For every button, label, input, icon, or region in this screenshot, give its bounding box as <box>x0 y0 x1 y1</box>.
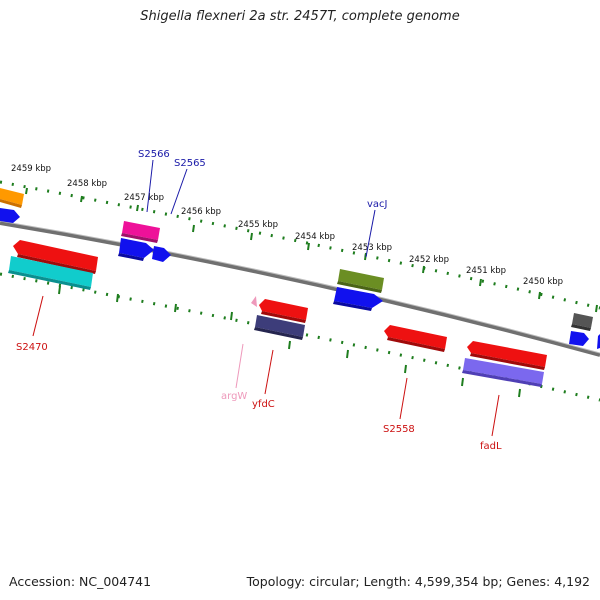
feature-s2470[interactable] <box>13 240 98 274</box>
leader-s2470 <box>32 295 44 337</box>
feature-blue-forward-2[interactable] <box>333 287 383 311</box>
feature-cyan[interactable] <box>8 256 93 290</box>
leader-s2566 <box>146 159 154 213</box>
topology-summary: Topology: circular; Length: 4,599,354 bp… <box>246 574 590 589</box>
kbp-label-2450: 2450 kbp <box>523 277 563 287</box>
feature-s2558[interactable] <box>384 325 447 352</box>
feature-s2566[interactable] <box>121 221 160 243</box>
kbp-label-2459: 2459 kbp <box>11 164 51 174</box>
gene-label-vacj[interactable]: vacJ <box>367 199 388 210</box>
gene-label-yfdc[interactable]: yfdC <box>252 399 275 410</box>
feature-fadl-red[interactable] <box>467 341 547 370</box>
feature-blue-right[interactable] <box>569 331 600 349</box>
gene-label-fadl[interactable]: fadL <box>480 441 502 452</box>
feature-yfdc[interactable] <box>259 299 308 323</box>
leader-yfdc <box>264 349 274 395</box>
kbp-label-2456: 2456 kbp <box>181 207 221 217</box>
feature-navy[interactable] <box>254 315 305 340</box>
outer-tick-ring <box>0 180 600 310</box>
outer-major-ticks <box>25 187 598 313</box>
feature-argw[interactable] <box>251 296 257 307</box>
inner-major-ticks <box>58 285 521 398</box>
leader-argw <box>235 343 244 389</box>
kbp-label-2452: 2452 kbp <box>409 255 449 265</box>
genome-backbone <box>0 221 600 357</box>
gene-label-s2565[interactable]: S2565 <box>174 158 206 169</box>
kbp-label-2454: 2454 kbp <box>295 232 335 242</box>
feature-blue-left[interactable] <box>0 208 20 223</box>
gene-label-s2566[interactable]: S2566 <box>138 149 170 160</box>
kbp-label-2455: 2455 kbp <box>238 220 278 230</box>
gene-label-argw[interactable]: argW <box>221 391 247 402</box>
feature-blue-forward-1[interactable] <box>118 238 154 261</box>
map-title: Shigella flexneri 2a str. 2457T, complet… <box>140 9 460 24</box>
gene-label-s2470[interactable]: S2470 <box>16 342 48 353</box>
feature-fadl[interactable] <box>462 358 544 387</box>
feature-orange[interactable] <box>0 188 24 208</box>
kbp-label-2458: 2458 kbp <box>67 179 107 189</box>
leader-vacj <box>365 209 376 258</box>
kbp-label-2453: 2453 kbp <box>352 243 392 253</box>
feature-vacj[interactable] <box>337 269 384 293</box>
leader-s2558 <box>399 377 408 420</box>
accession-text: Accession: NC_004741 <box>9 574 152 589</box>
inner-tick-ring <box>0 272 600 402</box>
feature-s2565[interactable] <box>152 246 171 262</box>
kbp-label-2457: 2457 kbp <box>124 193 164 203</box>
feature-gray[interactable] <box>571 313 593 331</box>
leader-fadl <box>491 394 500 437</box>
kbp-label-2451: 2451 kbp <box>466 266 506 276</box>
leader-s2565 <box>170 168 188 215</box>
gene-label-s2558[interactable]: S2558 <box>383 424 415 435</box>
